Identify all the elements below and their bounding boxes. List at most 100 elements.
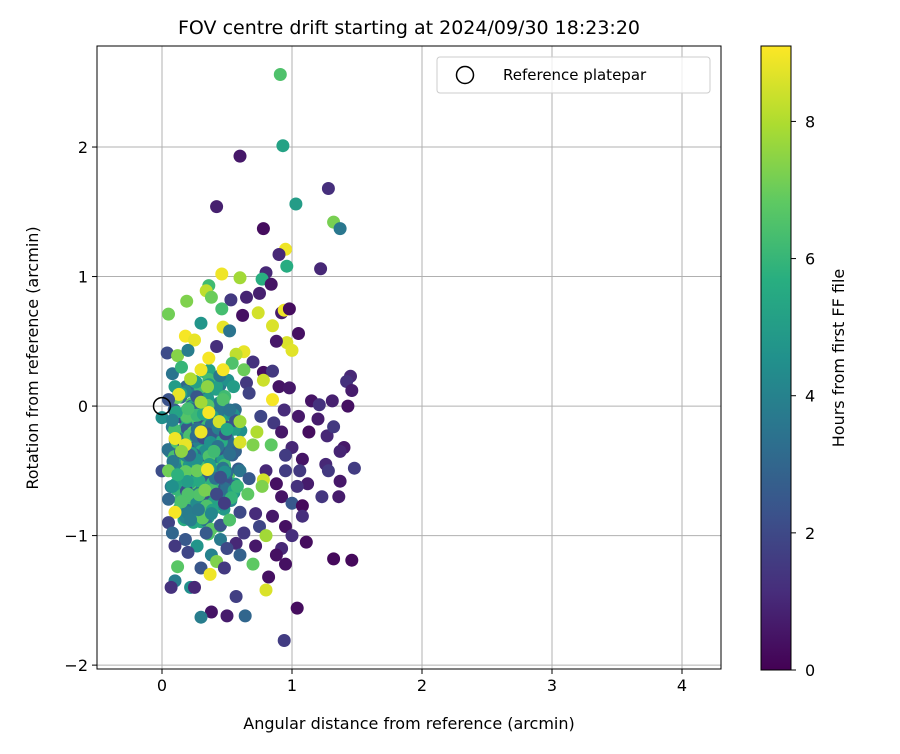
x-tick-label: 3 <box>547 676 557 695</box>
scatter-point <box>277 634 291 647</box>
scatter-point <box>201 463 214 476</box>
scatter-point <box>190 539 204 553</box>
y-tick-label: 1 <box>78 268 88 287</box>
scatter-point <box>162 516 175 530</box>
scatter-point <box>327 420 341 434</box>
colorbar-gradient <box>760 45 792 671</box>
scatter-point <box>199 526 213 540</box>
scatter-point <box>285 343 299 357</box>
colorbar-label: Hours from first FF file <box>829 269 848 448</box>
scatter-point <box>168 505 182 519</box>
scatter-point <box>194 316 208 330</box>
y-tick-label: 2 <box>78 138 88 157</box>
scatter-point <box>171 468 185 482</box>
scatter-point <box>299 535 313 549</box>
legend: Reference platepar <box>436 56 711 94</box>
scatter-point <box>233 149 247 163</box>
scatter-point <box>204 290 218 304</box>
colorbar-tick-label: 6 <box>805 250 815 269</box>
y-axis-ticks: −2 −1 0 1 2 <box>64 138 97 675</box>
colorbar-ticks: 0 2 4 6 8 <box>791 112 815 680</box>
scatter-point <box>345 384 359 397</box>
scatter-point <box>207 444 221 458</box>
scatter-point <box>165 526 179 540</box>
scatter-point <box>249 539 263 553</box>
x-axis-ticks: 0 1 2 3 4 <box>157 669 687 695</box>
scatter-point <box>280 259 294 273</box>
scatter-point <box>223 403 237 417</box>
scatter-point <box>253 520 266 533</box>
y-tick-label: 0 <box>78 397 88 416</box>
scatter-point <box>165 413 179 427</box>
scatter-point <box>276 139 290 153</box>
scatter-point <box>188 333 201 347</box>
scatter-point <box>217 496 231 510</box>
scatter-point <box>279 464 292 478</box>
scatter-point <box>256 373 270 387</box>
scatter-point <box>210 200 224 214</box>
scatter-point <box>246 438 260 452</box>
y-tick-label: −1 <box>64 527 88 546</box>
scatter-point <box>237 363 251 377</box>
y-tick-label: −2 <box>64 656 88 675</box>
scatter-point <box>204 605 218 619</box>
scatter-point <box>181 545 195 559</box>
scatter-point <box>202 406 216 419</box>
scatter-point <box>203 567 217 581</box>
scatter-point <box>229 590 243 603</box>
scatter-point <box>220 422 234 436</box>
scatter-point <box>165 479 179 493</box>
scatter-point <box>216 363 230 377</box>
scatter-point <box>266 364 279 378</box>
scatter-point <box>223 447 237 461</box>
scatter-point <box>224 293 238 307</box>
scatter-point <box>295 499 309 513</box>
scatter-point <box>216 393 230 407</box>
scatter-point <box>266 393 279 407</box>
x-tick-label: 2 <box>417 676 427 695</box>
scatter-point <box>290 601 304 615</box>
scatter-point <box>293 464 307 478</box>
scatter-point <box>279 557 292 571</box>
scatter-point <box>277 403 291 417</box>
scatter-point <box>181 343 195 357</box>
scatter-point <box>279 448 292 462</box>
scatter-point <box>162 307 175 321</box>
scatter-point <box>282 381 296 395</box>
scatter-point <box>255 479 269 493</box>
scatter-point <box>314 262 328 276</box>
reference-marker-layer <box>152 396 172 416</box>
scatter-point <box>295 509 309 523</box>
scatter-point <box>282 302 296 316</box>
reference-platepar-marker <box>152 396 172 416</box>
scatter-point <box>160 346 174 360</box>
scatter-point <box>220 542 234 555</box>
scatter-point <box>162 492 175 506</box>
scatter-point <box>194 561 208 575</box>
scatter-point <box>171 560 185 574</box>
scatter-point <box>269 477 283 491</box>
x-tick-label: 4 <box>677 676 687 695</box>
scatter-point <box>264 438 278 452</box>
scatter-point <box>242 472 256 486</box>
scatter-point <box>220 609 234 623</box>
scatter-point <box>311 412 325 426</box>
scatter-point <box>194 395 208 409</box>
scatter-point <box>250 425 264 439</box>
scatter-point <box>214 470 227 484</box>
scatter-point <box>238 609 252 623</box>
scatter-point <box>180 294 194 308</box>
scatter-point <box>292 327 305 340</box>
scatter-point <box>266 509 279 523</box>
scatter-point <box>347 461 361 475</box>
plot-frame <box>96 45 722 670</box>
scatter-point <box>341 399 355 413</box>
scatter-point <box>242 386 256 400</box>
scatter-point <box>279 520 292 533</box>
scatter-point <box>272 248 286 261</box>
scatter-point <box>333 444 347 458</box>
scatter-point <box>227 380 240 394</box>
scatter-point <box>223 513 237 527</box>
